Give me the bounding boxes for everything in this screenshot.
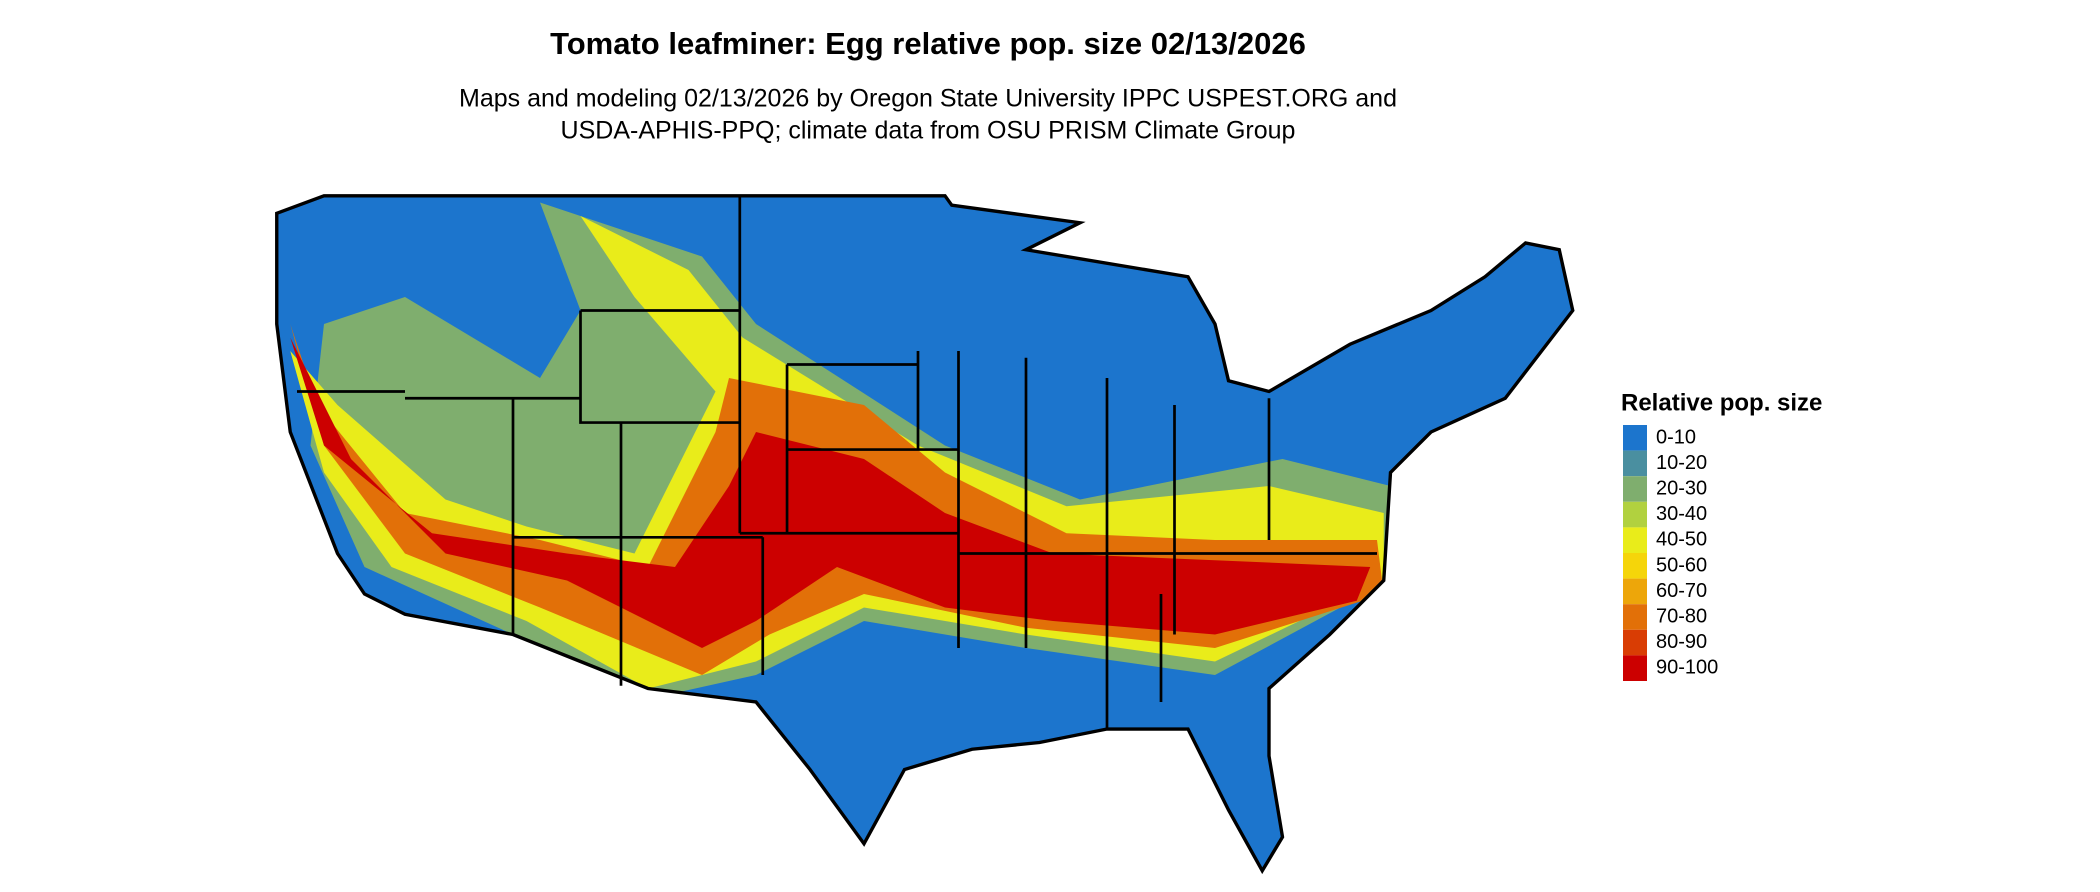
legend-title: Relative pop. size: [1621, 389, 1822, 416]
legend-swatch: [1623, 501, 1647, 528]
legend-swatch: [1623, 655, 1647, 681]
legend-label: 30-40: [1656, 503, 1707, 525]
legend-label: 70-80: [1656, 605, 1707, 627]
state-borders: [297, 195, 1378, 730]
legend-label: 20-30: [1656, 477, 1707, 499]
map-title: Tomato leafminer: Egg relative pop. size…: [550, 26, 1306, 61]
legend-swatch: [1623, 629, 1647, 656]
legend-swatch: [1623, 578, 1647, 605]
legend-label: 10-20: [1656, 452, 1707, 474]
legend-swatch: [1623, 604, 1647, 630]
legend-swatch: [1623, 553, 1647, 579]
legend-label: 40-50: [1656, 529, 1707, 551]
legend-label: 80-90: [1656, 631, 1707, 653]
legend-swatch: [1623, 450, 1647, 477]
region-fill: [290, 337, 1371, 648]
legend-label: 0-10: [1656, 426, 1696, 448]
legend-label: 60-70: [1656, 580, 1707, 602]
map-subtitle: USDA-APHIS-PPQ; climate data from OSU PR…: [561, 117, 1296, 145]
legend-swatch: [1623, 425, 1647, 451]
legend-swatch: [1623, 527, 1647, 553]
legend: 0-10 10-20 20-30 30-40 40-50 50-60 60-70 70-80 8…: [1623, 425, 1718, 681]
map-subtitle: Maps and modeling 02/13/2026 by Oregon S…: [459, 85, 1397, 113]
map: [275, 194, 1575, 873]
legend-swatch: [1623, 476, 1647, 502]
legend-label: 50-60: [1656, 554, 1707, 576]
legend-label: 90-100: [1656, 657, 1718, 679]
